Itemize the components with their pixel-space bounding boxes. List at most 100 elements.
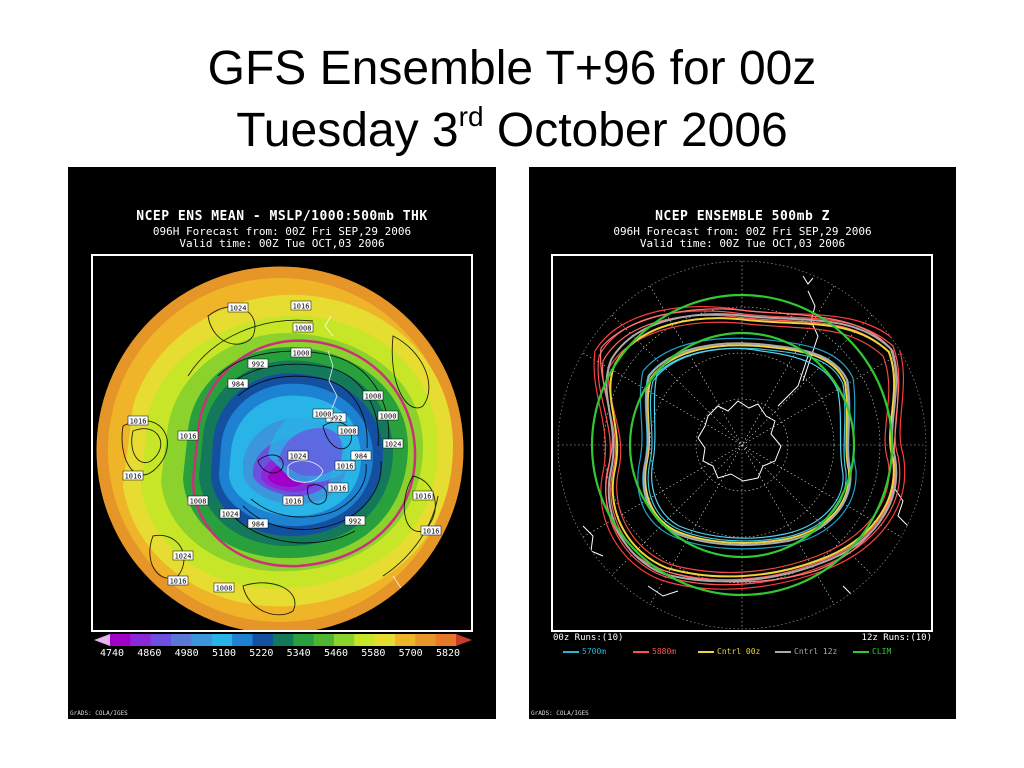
colorbar-tick-label: 5700 (398, 648, 423, 659)
svg-text:1016: 1016 (415, 493, 432, 501)
colorbar-tick-label: 5820 (435, 648, 461, 659)
svg-text:1016: 1016 (125, 473, 142, 481)
svg-text:1000: 1000 (293, 350, 310, 358)
pressure-label: 992 (344, 515, 366, 526)
svg-text:1016: 1016 (423, 528, 440, 536)
pressure-label: 1008 (213, 582, 235, 593)
svg-text:1008: 1008 (365, 393, 382, 401)
pressure-labels: 1024 1016 1008 1000 992 984 1008 1000 992 1008 101… (122, 300, 442, 593)
right-header-title: NCEP ENSEMBLE 500mb Z (655, 209, 830, 224)
pressure-label: 1000 (377, 410, 399, 421)
svg-text:1000: 1000 (315, 411, 332, 419)
svg-text:1024: 1024 (222, 511, 239, 519)
colorbar-swatch (313, 634, 335, 646)
svg-text:984: 984 (252, 521, 265, 529)
pressure-label: 1024 (287, 450, 309, 461)
mslp-polar-map: 1024 1016 1008 1000 992 984 1008 1000 992 1008 101… (95, 265, 465, 630)
legend-swatch (698, 650, 714, 653)
runs-00z-label: 00z Runs:(10) (553, 633, 624, 643)
pressure-label: 984 (350, 450, 372, 461)
legend-item: Cntrl 00z (698, 647, 760, 656)
pressure-label: 1008 (292, 322, 314, 333)
pressure-label: 984 (227, 378, 249, 389)
svg-text:1016: 1016 (337, 463, 354, 471)
pressure-label: 1000 (290, 347, 312, 358)
svg-text:1000: 1000 (380, 413, 397, 421)
colorbar-swatch (191, 634, 213, 646)
pressure-label: 1016 (167, 575, 189, 586)
colorbar-swatch (232, 634, 253, 646)
colorbar-swatch (415, 634, 437, 646)
colorbar-swatch (374, 634, 396, 646)
svg-text:984: 984 (355, 453, 368, 461)
right-header-forecast: 096H Forecast from: 00Z Fri SEP,29 2006 (613, 225, 872, 238)
pressure-label: 1008 (362, 390, 384, 401)
legend-label: CLIM (872, 647, 892, 656)
colorbar-tick-label: 4740 (99, 648, 125, 659)
svg-text:984: 984 (232, 381, 245, 389)
colorbar-tick-labels: 4740 4860 4980 5100 5220 5340 5460 5580 5700 5820 (90, 648, 470, 660)
svg-text:992: 992 (252, 361, 265, 369)
mslp-thickness-map-panel: NCEP ENS MEAN - MSLP/1000:500mb THK 096H… (68, 167, 496, 719)
legend-item: Cntrl 12z (775, 647, 837, 656)
thickness-colorbar (94, 634, 472, 646)
pressure-label: 1016 (177, 430, 199, 441)
pressure-label: 984 (247, 518, 269, 529)
legend-swatch (563, 650, 579, 653)
spaghetti-polar-map (557, 260, 927, 630)
right-header-valid-time: Valid time: 00Z Tue OCT,03 2006 (639, 237, 846, 250)
svg-text:1008: 1008 (340, 428, 357, 436)
legend-label: Cntrl 00z (717, 647, 761, 656)
colorbar-swatch (130, 634, 152, 646)
svg-text:1016: 1016 (170, 578, 187, 586)
title-line-2-text: Tuesday 3 (236, 104, 459, 157)
pressure-label: 1016 (420, 525, 442, 536)
svg-text:1016: 1016 (130, 418, 147, 426)
colorbar-tick-label: 4980 (174, 648, 199, 659)
svg-text:1008: 1008 (295, 325, 312, 333)
title-line-2-text-end: October 2006 (483, 104, 788, 157)
pressure-label: 1016 (122, 470, 144, 481)
svg-text:1016: 1016 (180, 433, 197, 441)
pressure-label: 1016 (282, 495, 304, 506)
left-credit: GrADS: COLA/IGES (70, 710, 128, 717)
pressure-label: 1024 (227, 302, 249, 313)
colorbar-swatch (435, 634, 457, 646)
legend-swatch (633, 650, 649, 653)
legend-label: 5700m (582, 647, 607, 656)
pressure-label: 1008 (187, 495, 209, 506)
legend-label: Cntrl 12z (794, 647, 838, 656)
colorbar-swatch (354, 634, 376, 646)
colorbar-swatch (293, 634, 315, 646)
pressure-label: 1024 (219, 508, 241, 519)
legend-item: CLIM (853, 647, 891, 656)
pressure-label: 1016 (327, 482, 349, 493)
pressure-label: 1016 (412, 490, 434, 501)
colorbar-swatch (394, 634, 416, 646)
left-header-title: NCEP ENS MEAN - MSLP/1000:500mb THK (136, 209, 428, 224)
colorbar-swatch (333, 634, 355, 646)
svg-text:1024: 1024 (290, 453, 307, 461)
svg-text:1024: 1024 (385, 441, 402, 449)
right-map-frame (551, 254, 933, 632)
colorbar-tick-label: 5340 (286, 648, 311, 659)
svg-text:992: 992 (349, 518, 362, 526)
left-header-forecast: 096H Forecast from: 00Z Fri SEP,29 2006 (152, 225, 412, 238)
title-line-1: GFS Ensemble T+96 for 00z (207, 42, 817, 95)
svg-text:1008: 1008 (216, 585, 233, 593)
ensemble-500mb-panel: NCEP ENSEMBLE 500mb Z 096H Forecast from… (529, 167, 956, 719)
colorbar-arrow-right (456, 634, 472, 646)
legend-swatch (853, 650, 869, 653)
colorbar-swatch (110, 634, 131, 646)
colorbar-tick-label: 5100 (211, 648, 237, 659)
left-map-frame: 1024 1016 1008 1000 992 984 1008 1000 992 1008 101… (91, 254, 473, 632)
colorbar-tick-label: 4860 (137, 648, 162, 659)
pressure-label: 992 (247, 358, 269, 369)
colorbar-tick-label: 5460 (323, 648, 349, 659)
svg-text:1024: 1024 (230, 305, 247, 313)
pressure-label: 1016 (127, 415, 149, 426)
svg-text:1024: 1024 (175, 553, 192, 561)
title-superscript: rd (458, 101, 484, 132)
svg-text:1008: 1008 (190, 498, 207, 506)
slide-title: GFS Ensemble T+96 for 00z Tuesday 3rd Oc… (0, 38, 1024, 162)
